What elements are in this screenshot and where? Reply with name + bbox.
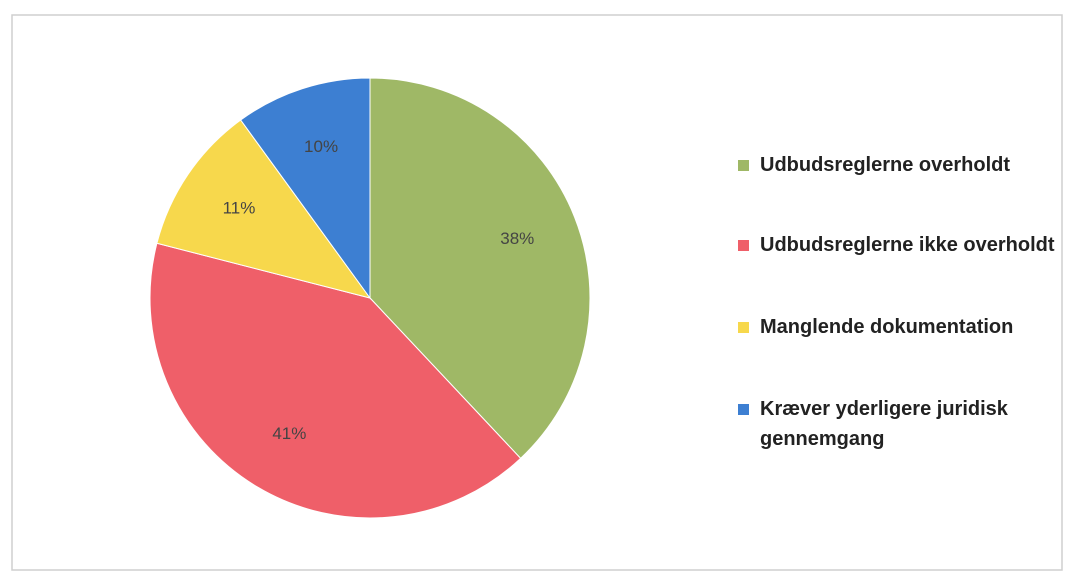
legend-item: Udbudsreglerne ikke overholdt xyxy=(738,230,1058,260)
pie-slice xyxy=(149,242,522,519)
legend-swatch xyxy=(738,240,749,251)
data-label: 41% xyxy=(272,424,306,443)
pie-slice xyxy=(156,119,372,299)
legend-label: Manglende dokumentation xyxy=(760,316,1014,338)
data-label: 11% xyxy=(223,198,256,217)
pie-slice xyxy=(239,77,371,300)
legend-swatch xyxy=(738,404,749,415)
legend-swatch xyxy=(738,160,749,171)
legend-label: Kræver yderligere juridisk gennemgang xyxy=(760,398,1008,450)
legend-label: Udbudsreglerne overholdt xyxy=(760,154,1011,176)
data-label: 38% xyxy=(500,229,534,248)
data-label: 10% xyxy=(304,137,338,156)
legend-item: Kræver yderligere juridisk gennemgang xyxy=(738,394,1058,454)
legend-item: Manglende dokumentation xyxy=(738,312,1058,342)
legend-item: Udbudsreglerne overholdt xyxy=(738,150,1058,180)
legend-label: Udbudsreglerne ikke overholdt xyxy=(760,234,1055,256)
pie-slice xyxy=(369,77,591,460)
legend-swatch xyxy=(738,322,749,333)
chart-frame xyxy=(11,14,1063,571)
